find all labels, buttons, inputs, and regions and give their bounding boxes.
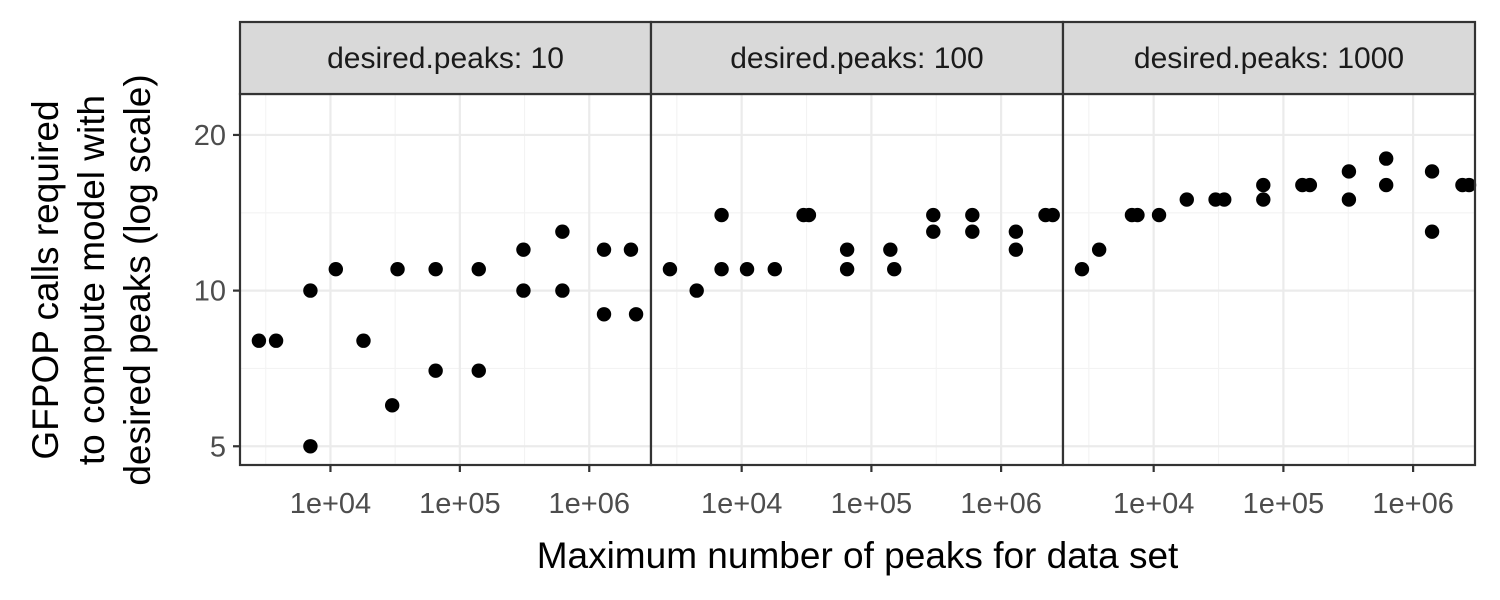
- facet-10-data-point-17: [596, 307, 612, 322]
- facet-1000-data-point-17: [1424, 224, 1440, 239]
- facet-1000-x-tick-label: 1e+05: [1243, 488, 1324, 520]
- facet-10-x-tick-label: 1e+06: [549, 488, 630, 520]
- facet-10-data-point-2: [303, 283, 318, 298]
- y-axis-title: GFPOP calls required to compute model wit…: [25, 74, 158, 485]
- facet-100-panel-background: [651, 94, 1063, 465]
- facet-100-data-point-14: [965, 207, 980, 223]
- strip-label-value: 1000: [1337, 42, 1404, 75]
- facet-10-data-point-13: [516, 283, 531, 298]
- facet-1000-x-tick-label: 1e+04: [1113, 488, 1194, 520]
- facet-100-strip-label: desired.peaks: 100: [730, 42, 984, 75]
- facet-10-data-point-1: [268, 333, 284, 348]
- facet-1000-strip: [1061, 20, 1477, 96]
- facet-1000-data-point-19: [1461, 177, 1477, 193]
- facet-100-data-point-12: [926, 207, 941, 223]
- facet-100-data-point-11: [887, 262, 902, 277]
- facet-100-data-point-3: [714, 262, 729, 277]
- facet-100-data-point-7: [801, 207, 817, 223]
- facet-1000-data-point-11: [1302, 177, 1318, 193]
- facet-10-data-point-19: [628, 307, 644, 322]
- facet-1000-data-point-16: [1424, 164, 1440, 179]
- y-axis-title-line-3: desired peaks (log scale): [117, 74, 158, 485]
- facet-1000-panel-background: [1063, 94, 1475, 465]
- facet-1000-data-point-13: [1341, 192, 1357, 207]
- y-tick-label: 20: [194, 120, 226, 152]
- facet-100-x-tick-label: 1e+06: [960, 488, 1041, 520]
- facet-1000-data-point-3: [1130, 207, 1145, 223]
- facet-1000-data-point-9: [1256, 192, 1271, 207]
- facet-1000-x-tick-label: 1e+06: [1372, 488, 1453, 520]
- facet-10-x-tick-label: 1e+05: [419, 488, 500, 520]
- facet-100-data-point-10: [883, 242, 898, 257]
- y-axis-title-line-1: GFPOP calls required: [25, 100, 66, 459]
- facet-10-data-point-4: [328, 262, 344, 277]
- facet-10-panel-background: [240, 94, 651, 465]
- facet-1000-data-point-4: [1151, 207, 1167, 223]
- facet-10-data-point-14: [555, 224, 570, 239]
- strip-label-prefix: desired.peaks:: [327, 42, 530, 75]
- facet-10-strip: [238, 20, 653, 96]
- facet-1000-data-point-14: [1378, 151, 1394, 166]
- facet-10-x-tick-label: 1e+04: [290, 488, 371, 520]
- facet-10-data-point-0: [251, 333, 267, 348]
- facet-10-data-point-9: [428, 363, 443, 378]
- facet-100-data-point-19: [1045, 207, 1060, 223]
- facet-100-data-point-16: [1008, 224, 1024, 239]
- y-tick-label: 10: [194, 276, 226, 308]
- facet-10-data-point-11: [471, 363, 486, 378]
- strip-label-prefix: desired.peaks:: [730, 42, 933, 75]
- facet-10-strip-label: desired.peaks: 10: [327, 42, 564, 75]
- facet-1000-data-point-0: [1074, 262, 1090, 277]
- facet-100-data-point-0: [662, 262, 678, 277]
- facet-10-data-point-12: [516, 242, 531, 257]
- facet-1000-data-point-1: [1091, 242, 1107, 257]
- facet-10-data-point-16: [596, 242, 612, 257]
- facet-1000-strip-label: desired.peaks: 1000: [1134, 42, 1404, 75]
- facet-100-data-point-13: [926, 224, 941, 239]
- facet-1000-data-point-5: [1179, 192, 1194, 207]
- facet-1000-data-point-7: [1217, 192, 1232, 207]
- facet-10-data-point-15: [555, 283, 570, 298]
- facet-10-data-point-10: [471, 262, 486, 277]
- facet-100-data-point-15: [965, 224, 980, 239]
- facet-10-data-point-7: [390, 262, 405, 277]
- facet-10-data-point-3: [303, 439, 318, 454]
- facet-100-x-tick-label: 1e+05: [831, 488, 912, 520]
- strip-label-prefix: desired.peaks:: [1134, 42, 1337, 75]
- facet-1000-data-point-15: [1378, 177, 1394, 193]
- strip-label-value: 100: [934, 42, 984, 75]
- facet-10-data-point-18: [623, 242, 639, 257]
- facet-100-data-point-1: [689, 283, 704, 298]
- facet-100-data-point-2: [714, 207, 729, 223]
- facet-1000-data-point-12: [1341, 164, 1357, 179]
- facet-10-data-point-6: [384, 398, 400, 413]
- x-axis-title: Maximum number of peaks for data set: [537, 535, 1179, 576]
- facet-100-data-point-9: [839, 262, 855, 277]
- strip-label-value: 10: [531, 42, 564, 75]
- facet-100-data-point-17: [1008, 242, 1024, 257]
- facet-100-data-point-4: [739, 262, 755, 277]
- y-tick-label: 5: [210, 431, 226, 463]
- facet-1000-data-point-8: [1256, 177, 1271, 193]
- y-axis-title-line-2: to compute model with: [71, 95, 112, 465]
- facet-100-data-point-5: [767, 262, 782, 277]
- facet-100-x-tick-label: 1e+04: [701, 488, 782, 520]
- facet-10-data-point-5: [356, 333, 371, 348]
- facet-10-data-point-8: [428, 262, 443, 277]
- facet-100-data-point-8: [839, 242, 855, 257]
